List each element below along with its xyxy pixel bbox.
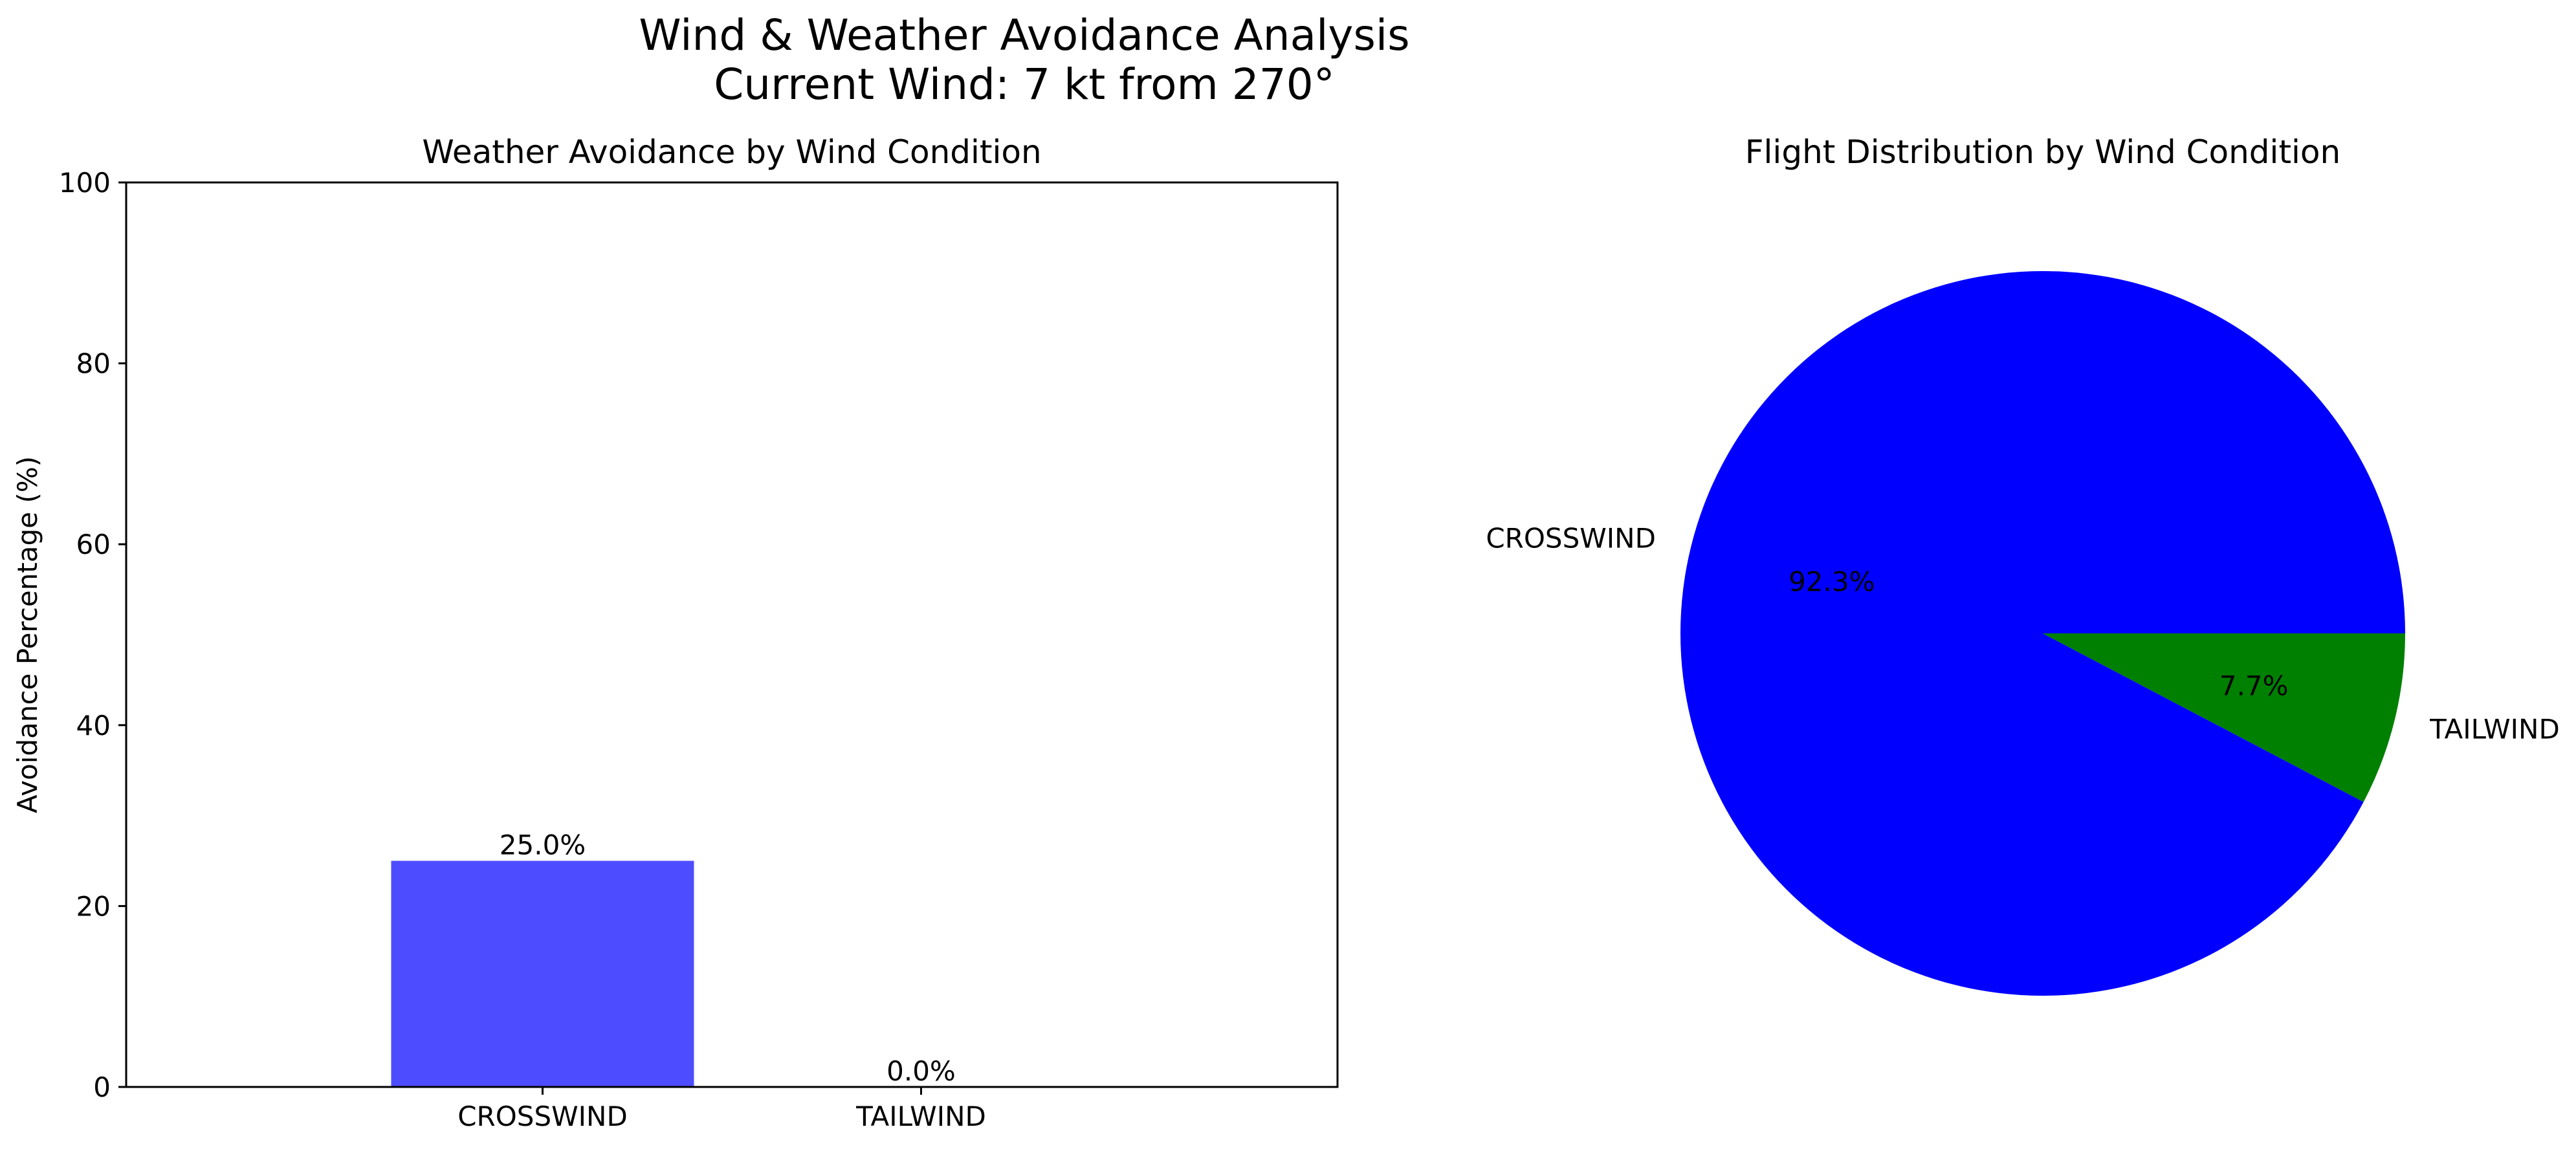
pie-pct-label-tailwind: 7.7% <box>2219 670 2289 701</box>
bar-crosswind <box>391 861 694 1087</box>
pie-slice-crosswind <box>1680 271 2405 996</box>
y-tick-label-60: 60 <box>76 529 111 560</box>
y-tick-label-100: 100 <box>59 167 111 199</box>
pie-chart-title: Flight Distribution by Wind Condition <box>1745 133 2340 171</box>
bar-layer: 25.0% 0.0% <box>391 829 956 1087</box>
x-tick-label-tailwind: TAILWIND <box>855 1101 986 1132</box>
y-tick-label-0: 0 <box>93 1071 111 1103</box>
bar-chart: Weather Avoidance by Wind Condition 25.0… <box>12 133 1339 1132</box>
bar-plot-frame <box>125 181 1339 1088</box>
pie-chart: Flight Distribution by Wind Condition 92… <box>1486 133 2560 996</box>
bar-value-label-tailwind: 0.0% <box>886 1055 956 1087</box>
y-tick-label-20: 20 <box>76 890 111 922</box>
y-tick-label-40: 40 <box>76 710 111 741</box>
bar-chart-title: Weather Avoidance by Wind Condition <box>422 133 1041 171</box>
pie-pct-label-crosswind: 92.3% <box>1789 566 1875 598</box>
figure-subtitle: Current Wind: 7 kt from 270° <box>714 60 1335 109</box>
bar-y-axis-label: Avoidance Percentage (%) <box>12 456 43 813</box>
pie-slice-tailwind <box>2043 633 2405 802</box>
pie-layer: 92.3% CROSSWIND 7.7% TAILWIND <box>1486 271 2560 996</box>
x-tick-label-crosswind: CROSSWIND <box>457 1101 628 1132</box>
pie-label-crosswind: CROSSWIND <box>1486 522 1656 554</box>
bar-ticks: CROSSWIND TAILWIND 0 20 40 60 80 100 <box>59 167 986 1132</box>
figure-title: Wind & Weather Avoidance Analysis <box>639 10 1409 60</box>
bar-value-label-crosswind: 25.0% <box>500 829 586 861</box>
pie-label-tailwind: TAILWIND <box>2429 714 2560 745</box>
y-tick-label-80: 80 <box>76 348 111 380</box>
